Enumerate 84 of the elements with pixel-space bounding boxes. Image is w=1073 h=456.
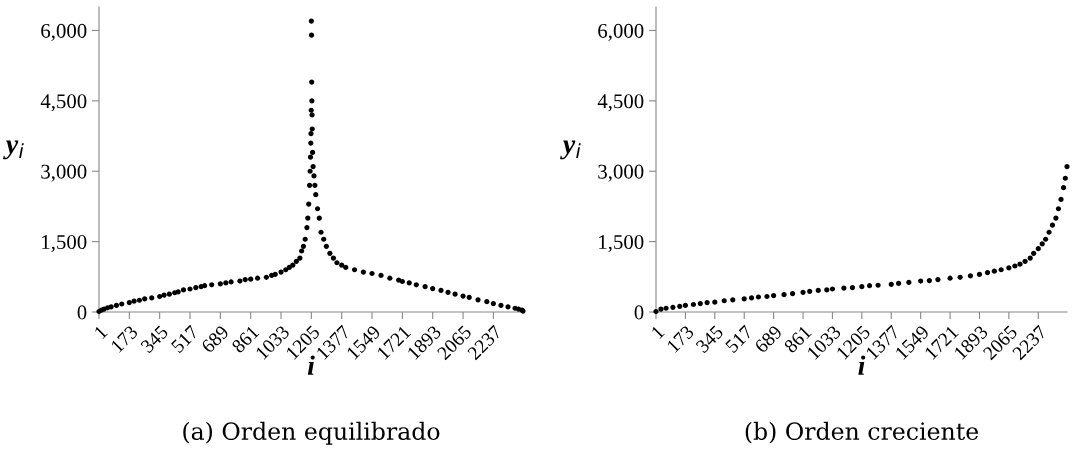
y-tick-label: 6,000 — [598, 23, 644, 41]
point — [712, 299, 718, 305]
x-tick-label: 1 — [650, 325, 665, 340]
x-tick-label: 517 — [170, 324, 200, 354]
point — [1012, 263, 1018, 269]
x-tick-label: 173 — [110, 324, 139, 353]
point — [730, 297, 736, 303]
point — [1064, 163, 1070, 170]
point — [967, 273, 973, 279]
point — [670, 304, 676, 310]
point — [1049, 222, 1056, 228]
y-axis-title: y$_{i}$ — [3, 140, 24, 160]
y-tick-label: 1,500 — [42, 234, 87, 253]
y-tick-label: 3,000 — [41, 164, 87, 182]
x-tick-label: 689 — [200, 324, 230, 354]
point — [926, 277, 932, 284]
x-tick-label: 689 — [753, 324, 783, 354]
point — [658, 306, 664, 312]
point — [781, 292, 787, 298]
y-tick-label: 0 — [77, 305, 87, 320]
point — [1060, 185, 1067, 191]
point — [1053, 215, 1059, 221]
point — [935, 277, 941, 283]
point — [1017, 261, 1023, 267]
point — [841, 285, 847, 291]
point — [1039, 241, 1045, 247]
point — [906, 279, 912, 286]
point — [771, 292, 777, 299]
point — [896, 280, 902, 286]
point — [1022, 258, 1028, 264]
point — [682, 302, 688, 309]
x-tick-label: 861 — [230, 325, 260, 354]
x-tick-label: 517 — [724, 324, 754, 354]
point — [704, 300, 710, 306]
y-tick-label: 6,000 — [41, 23, 87, 41]
x-tick-label: 173 — [666, 324, 695, 353]
point — [690, 301, 697, 308]
point — [653, 308, 659, 315]
point — [1006, 265, 1012, 271]
point — [1035, 246, 1041, 252]
point — [807, 288, 813, 294]
point — [976, 271, 983, 278]
point — [1027, 255, 1033, 261]
point — [697, 300, 703, 307]
text: (a) Orden equilibrado — [183, 421, 440, 445]
point — [1062, 175, 1068, 181]
y-tick-label: 1,500 — [599, 234, 644, 253]
x-tick-label: 345 — [695, 324, 724, 354]
point — [875, 282, 881, 288]
point — [957, 274, 963, 280]
point — [849, 285, 856, 291]
text: (b) Orden creciente — [745, 421, 979, 444]
point — [764, 293, 770, 300]
point — [741, 296, 747, 302]
point — [721, 298, 727, 304]
point — [663, 305, 669, 311]
point — [947, 275, 953, 281]
point — [991, 268, 997, 274]
y-axis-title: y$_{i}$ — [560, 140, 581, 160]
y-tick-label: 4,500 — [40, 94, 87, 112]
point — [1046, 229, 1052, 235]
point — [1031, 250, 1037, 256]
point — [800, 289, 806, 295]
point — [984, 269, 991, 276]
y-tick-label: 3,000 — [598, 164, 644, 182]
y-tick-label: 4,500 — [597, 94, 644, 112]
point — [1055, 206, 1062, 212]
point — [859, 284, 865, 290]
point — [918, 278, 924, 284]
point — [755, 294, 762, 300]
point — [866, 283, 873, 289]
y-tick-label: 0 — [634, 305, 644, 320]
point — [790, 291, 796, 297]
x-tick-label: 1 — [93, 325, 108, 340]
point — [748, 295, 755, 301]
point — [1058, 196, 1064, 202]
point — [824, 287, 830, 293]
point — [888, 281, 894, 287]
point — [829, 286, 836, 292]
point — [815, 287, 821, 294]
x-tick-label: 345 — [140, 324, 169, 354]
point — [1043, 236, 1049, 242]
point — [677, 303, 683, 309]
point — [998, 267, 1004, 273]
